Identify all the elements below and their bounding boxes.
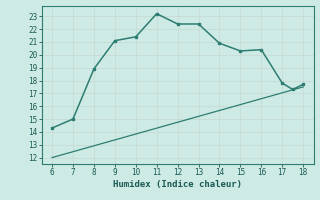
X-axis label: Humidex (Indice chaleur): Humidex (Indice chaleur): [113, 180, 242, 189]
